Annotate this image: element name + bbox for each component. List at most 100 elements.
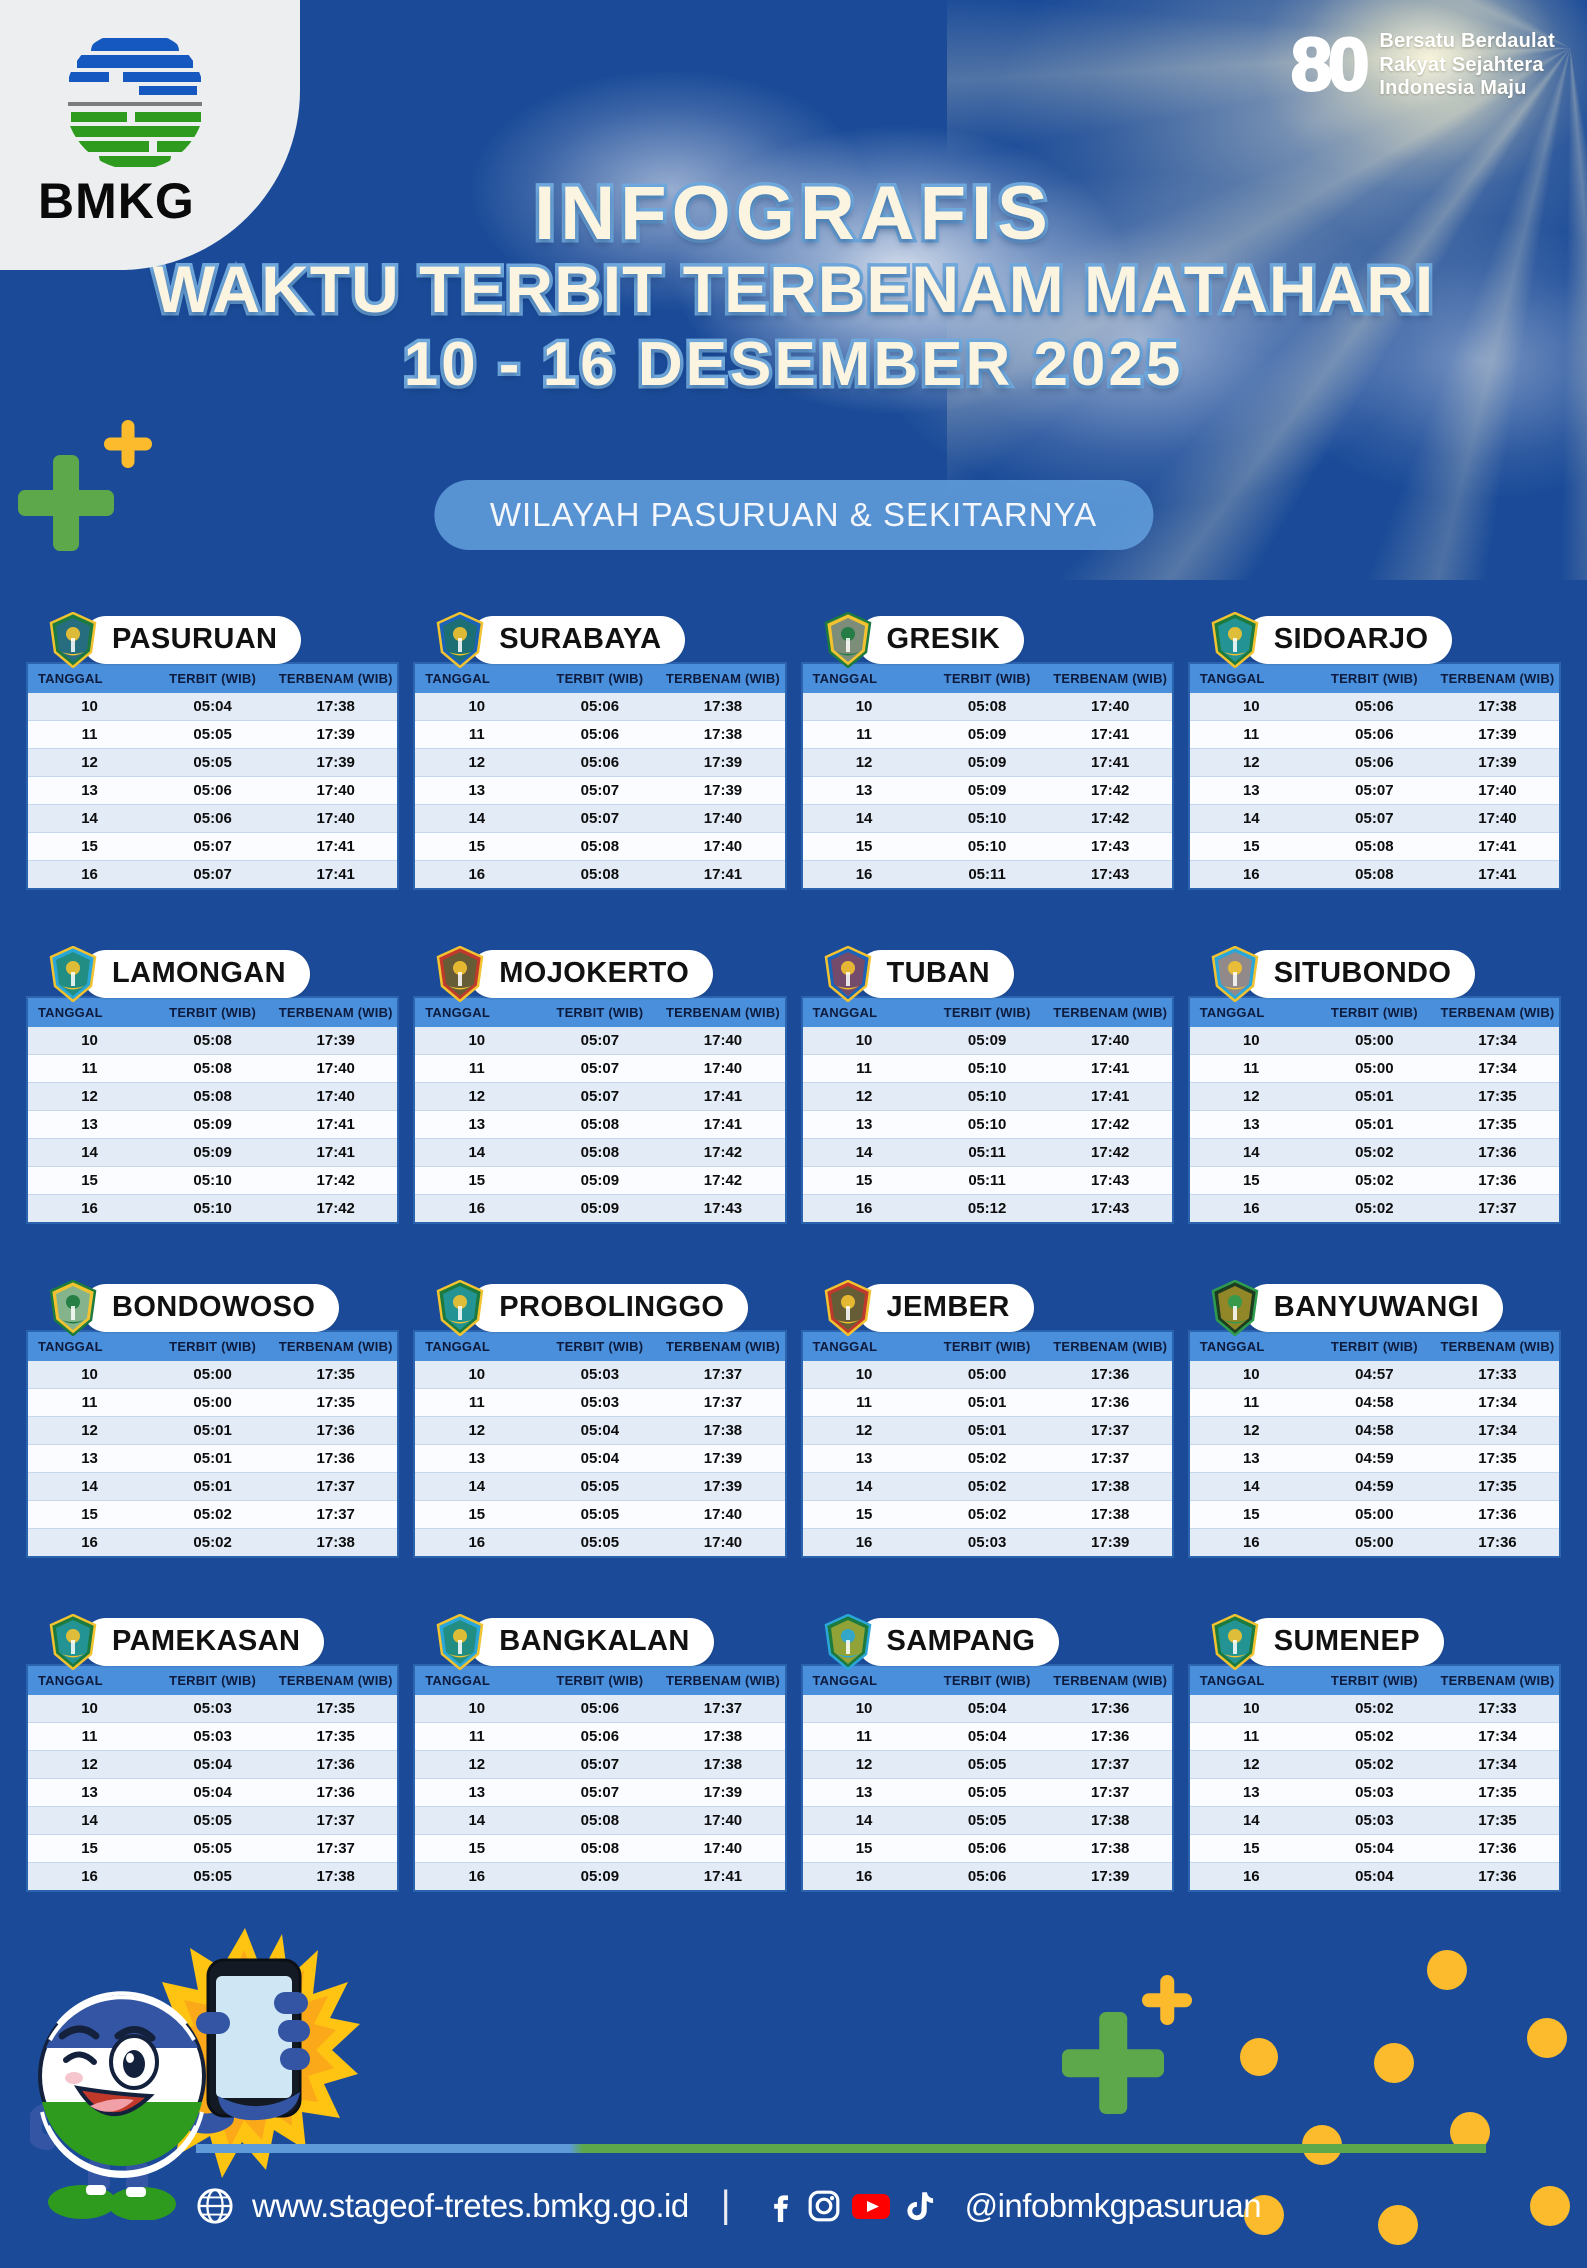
table-cell: 11 <box>1189 720 1313 749</box>
table-row: 12 05:09 17:41 <box>802 748 1172 777</box>
table-cell: 17:41 <box>1048 1082 1172 1111</box>
table-cell: 13 <box>28 1444 152 1473</box>
column-header: TERBIT (WIB) <box>538 998 662 1027</box>
table-row: 16 05:03 17:39 <box>802 1528 1172 1556</box>
table-row: 12 05:05 17:37 <box>802 1750 1172 1779</box>
footer-divider <box>196 2144 1486 2153</box>
table-cell: 05:06 <box>538 1722 662 1751</box>
tagline-line-3: Indonesia Maju <box>1379 77 1527 100</box>
city-crest-icon <box>48 946 98 1002</box>
table-row: 15 05:02 17:38 <box>802 1500 1172 1529</box>
table-cell: 05:08 <box>151 1027 275 1055</box>
table-cell: 15 <box>28 1834 152 1863</box>
youtube-icon[interactable] <box>851 2189 891 2223</box>
table-cell: 05:04 <box>1312 1834 1436 1863</box>
table-cell: 17:36 <box>1435 1834 1559 1863</box>
city-header: LAMONGAN <box>48 946 310 1002</box>
column-header: TERBIT (WIB) <box>538 1666 662 1695</box>
table-row: 14 05:01 17:37 <box>28 1472 398 1501</box>
table-cell: 14 <box>802 1472 926 1501</box>
table-cell: 13 <box>415 1110 539 1139</box>
dot-decoration <box>1240 2038 1278 2076</box>
title-block: INFOGRAFIS WAKTU TERBIT TERBENAM MATAHAR… <box>0 168 1587 403</box>
table-cell: 16 <box>28 1862 152 1890</box>
mascot-legs <box>48 2158 176 2221</box>
table-cell: 05:07 <box>538 1082 662 1111</box>
table-cell: 05:06 <box>151 804 275 833</box>
sunrise-sunset-table: TANGGAL TERBIT (WIB) TERBENAM (WIB) 10 05:09… <box>802 998 1172 1222</box>
table-cell: 05:05 <box>151 1862 275 1890</box>
plus-decoration-green-bottom <box>1062 2012 1164 2114</box>
city-card-tuban: TUBAN TANGGAL TERBIT (WIB) TERBENAM (WIB) 10… <box>800 946 1174 1224</box>
table-cell: 17:38 <box>274 1862 398 1890</box>
city-table-wrapper: TANGGAL TERBIT (WIB) TERBENAM (WIB) 10 05:08… <box>800 662 1174 890</box>
column-header: TERBIT (WIB) <box>925 664 1049 693</box>
table-cell: 17:39 <box>1048 1862 1172 1890</box>
table-row: 14 05:08 17:40 <box>415 1806 785 1835</box>
website-url[interactable]: www.stageof-tretes.bmkg.go.id <box>252 2186 689 2224</box>
table-cell: 14 <box>415 1806 539 1835</box>
table-cell: 05:03 <box>151 1695 275 1723</box>
table-cell: 05:05 <box>925 1778 1049 1807</box>
mascot-head <box>38 1991 206 2178</box>
city-header: PAMEKASAN <box>48 1614 325 1670</box>
table-cell: 11 <box>415 1722 539 1751</box>
table-cell: 17:37 <box>1048 1750 1172 1779</box>
bmkg-mascot-illustration <box>25 1920 360 2221</box>
table-row: 12 05:05 17:39 <box>28 748 398 777</box>
table-row: 11 05:03 17:35 <box>28 1722 398 1751</box>
table-cell: 16 <box>415 1194 539 1222</box>
city-table-wrapper: TANGGAL TERBIT (WIB) TERBENAM (WIB) 10 05:04… <box>26 662 400 890</box>
table-cell: 17:42 <box>1048 776 1172 805</box>
social-handle[interactable]: @infobmkgpasuruan <box>964 2186 1262 2224</box>
table-cell: 11 <box>1189 1054 1313 1083</box>
table-row: 11 04:58 17:34 <box>1189 1388 1559 1417</box>
table-cell: 17:41 <box>1435 832 1559 861</box>
table-cell: 05:11 <box>925 1166 1049 1195</box>
column-header: TERBENAM (WIB) <box>661 1332 785 1361</box>
table-cell: 13 <box>802 1110 926 1139</box>
table-row: 12 05:06 17:39 <box>415 748 785 777</box>
table-cell: 05:10 <box>925 804 1049 833</box>
table-cell: 16 <box>1189 1528 1313 1556</box>
instagram-icon[interactable] <box>807 2189 841 2223</box>
city-header: SURABAYA <box>435 612 686 668</box>
table-header-row: TANGGAL TERBIT (WIB) TERBENAM (WIB) <box>28 998 398 1027</box>
table-cell: 17:41 <box>661 1082 785 1111</box>
table-cell: 17:36 <box>1435 1862 1559 1890</box>
city-table-wrapper: TANGGAL TERBIT (WIB) TERBENAM (WIB) 10 05:04… <box>800 1664 1174 1892</box>
city-header: PROBOLINGGO <box>435 1280 749 1336</box>
table-cell: 15 <box>802 1166 926 1195</box>
table-row: 13 05:02 17:37 <box>802 1444 1172 1473</box>
table-row: 12 05:07 17:38 <box>415 1750 785 1779</box>
table-row: 16 05:09 17:41 <box>415 1862 785 1890</box>
table-cell: 05:01 <box>151 1444 275 1473</box>
column-header: TERBIT (WIB) <box>1312 664 1436 693</box>
table-header-row: TANGGAL TERBIT (WIB) TERBENAM (WIB) <box>802 1332 1172 1361</box>
table-cell: 17:36 <box>274 1444 398 1473</box>
city-crest-icon <box>435 946 485 1002</box>
table-row: 13 05:07 17:39 <box>415 776 785 805</box>
city-card-sampang: SAMPANG TANGGAL TERBIT (WIB) TERBENAM (WIB)… <box>800 1614 1174 1892</box>
sunrise-sunset-table: TANGGAL TERBIT (WIB) TERBENAM (WIB) 10 05:08… <box>802 664 1172 888</box>
table-cell: 14 <box>802 804 926 833</box>
table-cell: 17:39 <box>661 748 785 777</box>
table-row: 10 05:09 17:40 <box>802 1027 1172 1055</box>
table-cell: 05:08 <box>538 1110 662 1139</box>
table-header-row: TANGGAL TERBIT (WIB) TERBENAM (WIB) <box>415 1666 785 1695</box>
table-cell: 10 <box>1189 1361 1313 1389</box>
city-crest-icon <box>48 612 98 668</box>
sunrise-sunset-table: TANGGAL TERBIT (WIB) TERBENAM (WIB) 10 05:00… <box>28 1332 398 1556</box>
city-header: BONDOWOSO <box>48 1280 340 1336</box>
city-name-label: BANYUWANGI <box>1243 1284 1504 1332</box>
city-name-label: GRESIK <box>856 616 1025 664</box>
table-cell: 05:03 <box>538 1388 662 1417</box>
tiktok-icon[interactable] <box>901 2189 935 2223</box>
table-cell: 05:12 <box>925 1194 1049 1222</box>
table-header-row: TANGGAL TERBIT (WIB) TERBENAM (WIB) <box>802 664 1172 693</box>
table-cell: 17:39 <box>1435 720 1559 749</box>
table-cell: 17:35 <box>274 1695 398 1723</box>
table-cell: 05:04 <box>151 693 275 721</box>
facebook-icon[interactable] <box>763 2189 797 2223</box>
table-cell: 05:07 <box>151 860 275 888</box>
